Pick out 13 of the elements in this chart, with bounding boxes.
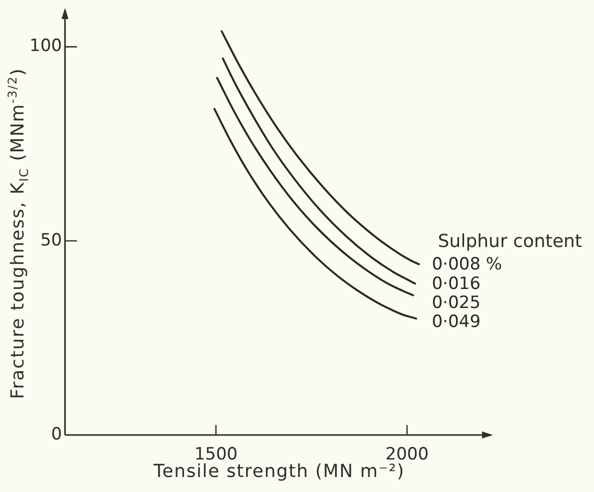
y-tick-label: 100 [30,36,62,56]
series-label: 0·008 % [432,254,502,275]
y-tick-label: 0 [51,424,62,444]
line-series [222,57,416,285]
x-axis-title: Tensile strength (MN m⁻²) [154,461,405,482]
series-label: 0·016 [432,274,481,294]
legend-title: Sulphur content [438,230,582,252]
line-series [213,108,418,320]
line-series [216,76,414,296]
line-series [220,30,420,266]
y-tick-label: 50 [40,230,62,250]
series-label: 0·049 [432,312,481,332]
series-label: 0·025 [432,293,481,314]
